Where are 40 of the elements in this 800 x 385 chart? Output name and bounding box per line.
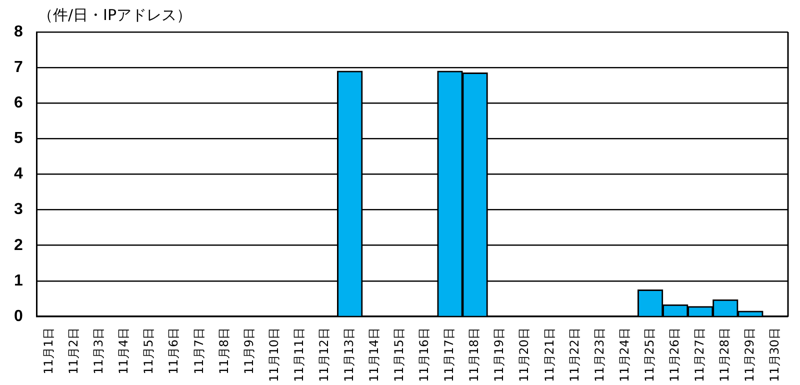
x-tick-label: 11月30日 xyxy=(768,327,782,382)
x-tick-label: 11月5日 xyxy=(142,327,156,374)
x-tick-label: 11月8日 xyxy=(216,327,231,374)
x-tick-label: 11月18日 xyxy=(467,327,482,382)
y-tick-label: 0 xyxy=(14,308,23,325)
x-tick-label: 11月1日 xyxy=(42,327,56,374)
x-tick-label: 11月13日 xyxy=(342,327,356,382)
x-tick-label: 11月24日 xyxy=(617,327,632,382)
x-tick-label: 11月7日 xyxy=(192,327,206,374)
x-tick-label: 11月10日 xyxy=(266,327,281,382)
x-tick-label: 11月11日 xyxy=(292,327,306,382)
x-tick-label: 11月27日 xyxy=(692,327,706,382)
x-tick-label: 11月3日 xyxy=(92,327,106,374)
y-tick-label: 7 xyxy=(14,58,23,76)
x-tick-label: 11月9日 xyxy=(242,327,256,374)
y-tick-label: 2 xyxy=(14,236,23,254)
x-tick-label: 11月15日 xyxy=(392,327,406,382)
x-tick-label: 11月17日 xyxy=(442,327,456,382)
x-tick-label: 11月12日 xyxy=(316,327,331,382)
y-tick-label: 5 xyxy=(14,130,23,148)
y-axis-title: （件/日・IPアドレス） xyxy=(38,6,192,25)
x-tick-label: 11月26日 xyxy=(667,327,682,382)
y-tick-label: 3 xyxy=(14,201,23,218)
y-tick-label: 6 xyxy=(14,94,23,112)
y-tick-label: 1 xyxy=(14,272,23,290)
x-tick-label: 11月20日 xyxy=(517,327,532,382)
y-tick-label: 4 xyxy=(14,166,23,183)
x-tick-label: 11月25日 xyxy=(642,327,656,382)
x-tick-label: 11月2日 xyxy=(66,327,81,374)
x-tick-label: 11月14日 xyxy=(367,327,382,382)
x-tick-label: 11月28日 xyxy=(718,327,732,382)
x-tick-label: 11月23日 xyxy=(592,327,606,382)
x-tick-label: 11月6日 xyxy=(166,327,181,374)
x-tick-label: 11月22日 xyxy=(567,327,582,382)
y-tick-label: 8 xyxy=(14,23,23,40)
x-tick-label: 11月16日 xyxy=(417,327,432,382)
x-tick-label: 11月4日 xyxy=(116,327,131,374)
x-tick-label: 11月19日 xyxy=(492,327,506,382)
x-tick-label: 11月29日 xyxy=(742,327,757,382)
x-tick-label: 11月21日 xyxy=(542,327,556,382)
